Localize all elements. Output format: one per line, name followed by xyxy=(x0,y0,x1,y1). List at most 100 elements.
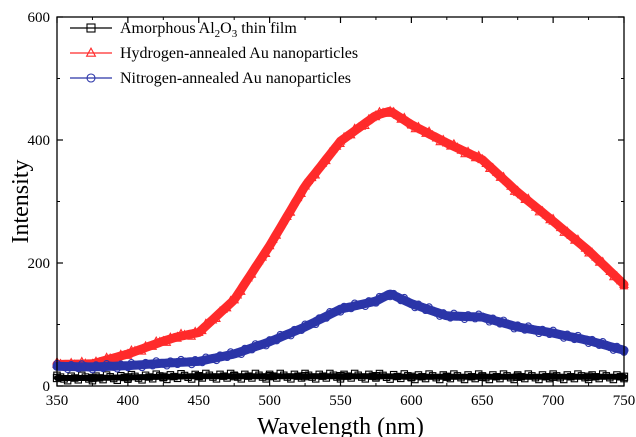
legend-label-part: thin film xyxy=(237,20,297,37)
data-point xyxy=(548,215,559,225)
series-marker xyxy=(495,172,505,181)
series-marker xyxy=(343,303,352,312)
series-marker xyxy=(293,193,303,202)
series-marker xyxy=(566,230,576,240)
series-marker xyxy=(552,218,562,227)
legend-swatch-marker xyxy=(86,73,96,83)
data-point xyxy=(158,335,169,345)
series-marker xyxy=(605,266,615,276)
series-marker xyxy=(315,314,323,322)
legend-item: Nitrogen-annealed Au nanoparticles xyxy=(70,70,351,87)
series-marker xyxy=(212,356,221,365)
series-marker xyxy=(491,167,501,176)
series-marker xyxy=(358,301,366,309)
series-marker xyxy=(219,304,229,313)
series-marker xyxy=(562,226,572,235)
series-marker xyxy=(502,176,512,185)
series-marker xyxy=(99,364,107,373)
series-marker xyxy=(368,298,377,306)
series-marker xyxy=(452,142,462,151)
series-marker xyxy=(261,248,271,258)
x-tick-label: 400 xyxy=(117,393,140,409)
series-marker xyxy=(187,360,196,369)
series-marker xyxy=(530,202,540,211)
series-marker xyxy=(396,114,406,123)
x-tick-label: 650 xyxy=(471,393,494,409)
series-marker xyxy=(297,188,306,198)
series-marker xyxy=(360,120,370,129)
series-marker xyxy=(184,359,192,367)
data-point xyxy=(229,294,240,304)
series-marker xyxy=(283,331,292,339)
x-tick-label: 600 xyxy=(400,393,423,409)
series-marker xyxy=(467,149,477,158)
data-point xyxy=(88,373,97,383)
data-point xyxy=(442,311,451,321)
data-point xyxy=(159,359,168,368)
x-tick-label: 750 xyxy=(613,393,636,409)
series-marker xyxy=(106,361,114,370)
series-marker xyxy=(152,357,160,365)
series-marker xyxy=(233,349,242,358)
data-point xyxy=(407,299,416,308)
data-point xyxy=(172,331,183,341)
series-marker xyxy=(137,346,147,355)
data-point xyxy=(442,372,451,381)
series-marker xyxy=(74,364,83,373)
series-marker xyxy=(70,362,79,371)
data-point xyxy=(122,348,133,358)
data-point xyxy=(441,137,452,147)
series-marker xyxy=(223,353,231,362)
series-marker xyxy=(417,125,427,134)
series-marker xyxy=(145,360,153,368)
series-marker xyxy=(219,352,228,360)
series-marker xyxy=(170,358,178,367)
data-point xyxy=(88,362,97,372)
series-2 xyxy=(52,289,629,374)
series-marker xyxy=(534,207,544,216)
series-marker xyxy=(541,210,551,219)
series-marker xyxy=(251,340,260,348)
x-tick-label: 550 xyxy=(329,393,352,409)
series-marker xyxy=(272,230,282,239)
series-marker xyxy=(361,302,370,310)
x-tick-label: 500 xyxy=(258,393,281,409)
series-marker xyxy=(289,197,299,206)
legend-swatch-marker xyxy=(85,47,97,57)
series-marker xyxy=(573,234,583,243)
x-tick-label: 450 xyxy=(188,393,211,409)
data-point xyxy=(548,328,558,338)
series-marker xyxy=(428,129,438,138)
y-tick-label: 200 xyxy=(28,256,51,272)
series-marker xyxy=(280,331,288,339)
series-marker xyxy=(598,256,608,265)
series-marker xyxy=(601,261,611,270)
axis-ticks: 350 400 450 500 550 600 650 700 750 0 200 400 600 xyxy=(28,10,636,409)
y-tick-label: 0 xyxy=(43,379,51,395)
series-marker xyxy=(350,299,359,307)
series-marker xyxy=(559,227,569,236)
series-marker xyxy=(392,110,402,119)
y-axis-title: Intensity xyxy=(8,160,34,244)
data-point xyxy=(159,372,168,381)
series-marker xyxy=(88,365,97,374)
series-marker xyxy=(290,325,299,334)
series-marker xyxy=(134,362,143,370)
series-marker xyxy=(244,345,253,353)
data-point xyxy=(512,186,523,196)
series-marker xyxy=(467,313,476,321)
data-point xyxy=(513,372,522,381)
data-point xyxy=(300,372,310,381)
series-marker xyxy=(113,365,121,373)
data-point xyxy=(194,372,203,381)
data-point xyxy=(513,322,522,332)
legend-swatch-marker xyxy=(86,23,96,33)
series-marker xyxy=(591,252,601,261)
series-marker xyxy=(311,320,320,329)
series-marker xyxy=(102,359,111,368)
series-marker xyxy=(520,194,530,203)
series-marker xyxy=(484,163,494,173)
data-point xyxy=(406,119,417,129)
series-marker xyxy=(294,326,302,334)
